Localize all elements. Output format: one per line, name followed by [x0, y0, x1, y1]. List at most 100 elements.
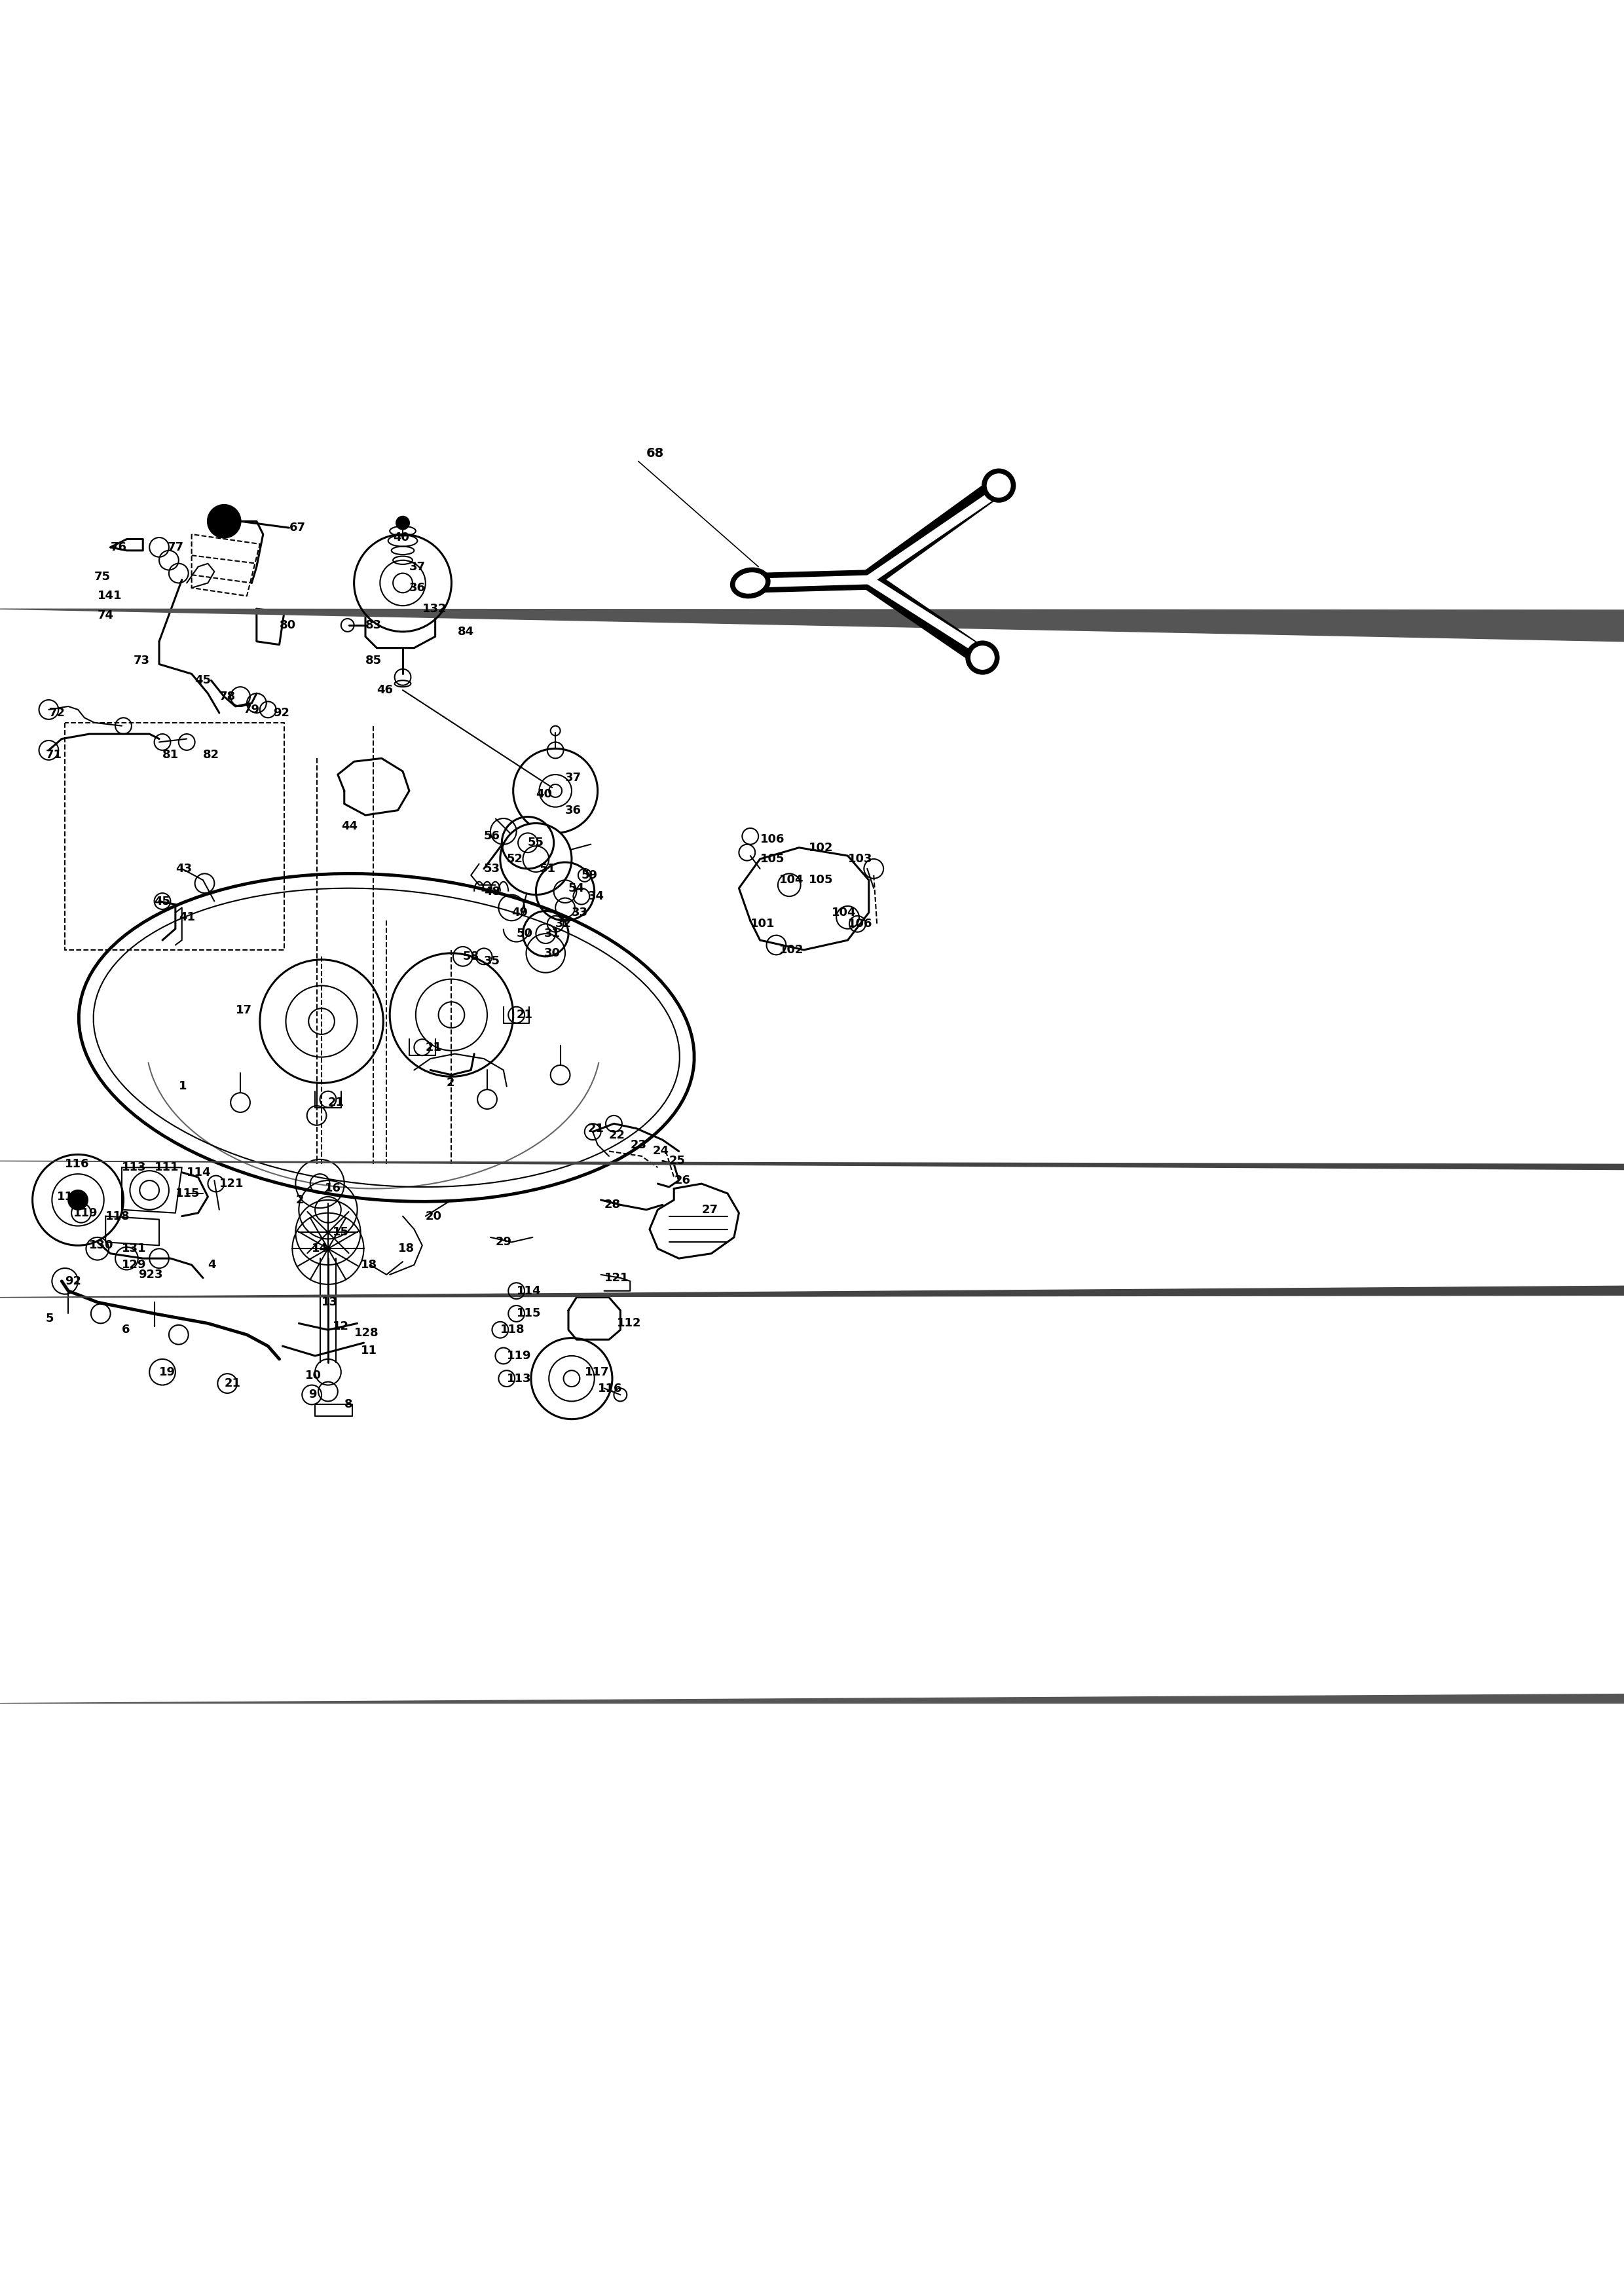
- Text: 74: 74: [97, 608, 114, 622]
- Text: 58: 58: [463, 951, 479, 962]
- Text: 81: 81: [162, 748, 179, 760]
- Text: 104: 104: [831, 907, 856, 918]
- Text: 21: 21: [224, 1378, 240, 1389]
- Text: 12: 12: [333, 1320, 349, 1332]
- Text: 50: 50: [516, 928, 533, 939]
- Text: 131: 131: [122, 1242, 146, 1254]
- Text: 17: 17: [235, 1003, 252, 1015]
- Text: 92: 92: [65, 1274, 81, 1288]
- Text: 41: 41: [179, 912, 195, 923]
- Text: 28: 28: [604, 1199, 620, 1210]
- Text: 29: 29: [495, 1235, 512, 1249]
- Text: 21: 21: [425, 1042, 442, 1054]
- Text: 115: 115: [516, 1309, 541, 1320]
- Text: 79: 79: [244, 705, 260, 716]
- Text: 84: 84: [458, 627, 474, 638]
- Text: 101: 101: [750, 918, 775, 930]
- Text: 106: 106: [760, 833, 784, 845]
- Text: 118: 118: [106, 1210, 130, 1221]
- Text: 26: 26: [674, 1176, 690, 1187]
- Text: 46: 46: [377, 684, 393, 696]
- Text: 3: 3: [154, 1270, 162, 1281]
- Text: 37: 37: [565, 771, 581, 783]
- Text: 40: 40: [393, 533, 409, 544]
- Text: 1: 1: [179, 1081, 187, 1093]
- Text: 52: 52: [507, 854, 523, 866]
- Text: 113: 113: [122, 1162, 146, 1173]
- Text: 75: 75: [94, 572, 110, 583]
- Circle shape: [396, 517, 409, 530]
- Text: 53: 53: [484, 863, 500, 875]
- Text: 111: 111: [154, 1162, 179, 1173]
- Text: 2: 2: [447, 1077, 455, 1088]
- Text: 24: 24: [653, 1146, 669, 1157]
- Polygon shape: [0, 608, 1624, 645]
- Text: 82: 82: [203, 748, 219, 760]
- Polygon shape: [0, 1281, 1624, 1297]
- Text: 30: 30: [544, 948, 560, 960]
- Text: 119: 119: [507, 1350, 531, 1362]
- Text: 33: 33: [572, 907, 588, 918]
- Text: 114: 114: [187, 1166, 211, 1178]
- Text: 132: 132: [422, 604, 447, 615]
- Text: 130: 130: [89, 1240, 114, 1251]
- Text: 11: 11: [361, 1345, 377, 1357]
- Text: 44: 44: [341, 820, 357, 833]
- Text: 71: 71: [45, 748, 62, 760]
- Text: 102: 102: [809, 843, 833, 854]
- Text: 22: 22: [609, 1130, 625, 1141]
- Text: 54: 54: [568, 882, 585, 893]
- Circle shape: [68, 1189, 88, 1210]
- Text: 16: 16: [325, 1182, 341, 1194]
- Text: 113: 113: [507, 1373, 531, 1384]
- Text: 43: 43: [175, 863, 192, 875]
- Text: 34: 34: [588, 891, 604, 902]
- Text: 36: 36: [409, 581, 425, 595]
- Text: 92: 92: [138, 1270, 154, 1281]
- Ellipse shape: [984, 471, 1013, 501]
- Text: 102: 102: [780, 944, 804, 955]
- Text: 10: 10: [305, 1368, 322, 1382]
- Text: 67: 67: [289, 521, 305, 533]
- Text: 21: 21: [588, 1123, 604, 1134]
- Text: 5: 5: [45, 1313, 54, 1325]
- Text: 31: 31: [544, 928, 560, 939]
- Text: 14: 14: [312, 1242, 328, 1254]
- Text: 119: 119: [73, 1208, 97, 1219]
- Text: 8: 8: [344, 1398, 352, 1410]
- Text: 15: 15: [333, 1226, 349, 1238]
- Text: 121: 121: [604, 1272, 628, 1283]
- Text: 13: 13: [322, 1297, 338, 1309]
- Text: 27: 27: [702, 1203, 718, 1215]
- Text: 114: 114: [516, 1286, 541, 1297]
- Text: 18: 18: [398, 1242, 414, 1254]
- Text: 121: 121: [219, 1178, 244, 1189]
- Text: 116: 116: [598, 1382, 622, 1394]
- Text: 141: 141: [97, 590, 122, 602]
- Text: 105: 105: [809, 875, 833, 886]
- Text: 116: 116: [65, 1159, 89, 1171]
- Text: 20: 20: [425, 1210, 442, 1221]
- Text: 55: 55: [528, 836, 544, 850]
- Ellipse shape: [968, 643, 997, 673]
- Text: 4: 4: [208, 1258, 216, 1270]
- Text: 49: 49: [512, 907, 528, 918]
- Text: 45: 45: [154, 895, 171, 907]
- Text: 9: 9: [309, 1389, 317, 1401]
- Text: 103: 103: [848, 854, 872, 866]
- Text: 68: 68: [646, 448, 664, 459]
- Circle shape: [208, 505, 240, 537]
- Text: 25: 25: [669, 1155, 685, 1166]
- Text: 106: 106: [848, 918, 872, 930]
- Text: 104: 104: [780, 875, 804, 886]
- Text: 85: 85: [365, 654, 382, 666]
- Circle shape: [500, 824, 572, 895]
- Text: 128: 128: [354, 1327, 378, 1339]
- Text: 76: 76: [110, 542, 127, 553]
- Polygon shape: [0, 1676, 1624, 1704]
- Text: 19: 19: [159, 1366, 175, 1378]
- Text: 32: 32: [555, 918, 572, 930]
- Text: 73: 73: [133, 654, 149, 666]
- Text: 51: 51: [539, 863, 555, 875]
- Text: 2: 2: [296, 1194, 304, 1205]
